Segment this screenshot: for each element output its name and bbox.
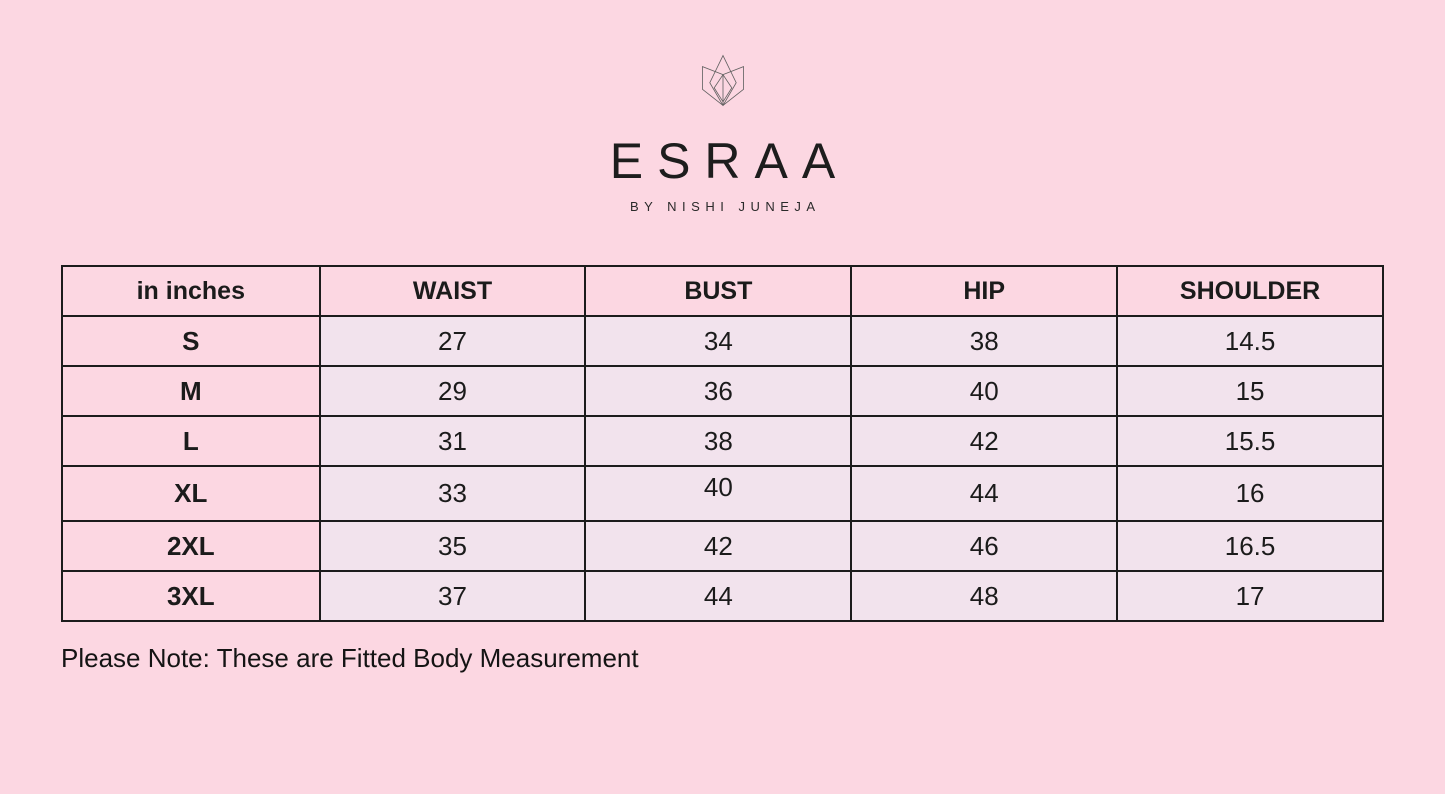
measurement-cell: 31 [318, 415, 587, 467]
measurement-cell: 38 [850, 315, 1119, 367]
measurement-cell: 40 [584, 465, 853, 522]
table-row: XL 33 40 44 16 [61, 465, 1384, 522]
geometric-tulip-icon [701, 54, 744, 107]
table-row: M 29 36 40 15 [61, 365, 1384, 417]
table-row: L 31 38 42 15.5 [61, 415, 1384, 467]
size-label-cell: L [61, 415, 321, 467]
measurement-cell: 42 [584, 520, 853, 572]
fitted-measurement-note: Please Note: These are Fitted Body Measu… [61, 643, 639, 673]
size-label-cell: 3XL [61, 570, 321, 622]
measurement-cell: 44 [850, 465, 1119, 522]
measurement-cell: 37 [318, 570, 587, 622]
measurement-cell: 33 [318, 465, 587, 522]
measurement-cell: 14.5 [1116, 315, 1384, 367]
measurement-cell: 36 [584, 365, 853, 417]
column-header-bust: BUST [584, 265, 853, 317]
size-chart: in inches WAIST BUST HIP SHOULDER S 27 3… [61, 265, 1384, 622]
measurement-cell: 35 [318, 520, 587, 572]
measurement-cell: 27 [318, 315, 587, 367]
size-label-cell: M [61, 365, 321, 417]
measurement-cell: 48 [850, 570, 1119, 622]
measurement-cell: 16.5 [1116, 520, 1384, 572]
size-label-cell: S [61, 315, 321, 367]
measurement-cell: 29 [318, 365, 587, 417]
measurement-cell: 46 [850, 520, 1119, 572]
unit-header-cell: in inches [61, 265, 321, 317]
measurement-cell: 38 [584, 415, 853, 467]
measurement-cell: 16 [1116, 465, 1384, 522]
measurement-cell: 17 [1116, 570, 1384, 622]
brand-logo-block: ESRAA BY NISHI JUNEJA [0, 40, 1445, 214]
column-header-waist: WAIST [318, 265, 587, 317]
measurement-cell: 34 [584, 315, 853, 367]
column-header-shoulder: SHOULDER [1116, 265, 1384, 317]
size-label-cell: 2XL [61, 520, 321, 572]
table-header-row: in inches WAIST BUST HIP SHOULDER [61, 265, 1384, 317]
measurement-cell: 15 [1116, 365, 1384, 417]
table-row: 3XL 37 44 48 17 [61, 570, 1384, 622]
brand-name: ESRAA [609, 133, 850, 189]
measurement-cell: 15.5 [1116, 415, 1384, 467]
measurement-cell: 40 [850, 365, 1119, 417]
measurement-cell: 44 [584, 570, 853, 622]
size-label-cell: XL [61, 465, 321, 522]
table-row: S 27 34 38 14.5 [61, 315, 1384, 367]
size-chart-table: in inches WAIST BUST HIP SHOULDER S 27 3… [61, 265, 1384, 622]
measurement-cell: 42 [850, 415, 1119, 467]
column-header-hip: HIP [850, 265, 1119, 317]
brand-tagline: BY NISHI JUNEJA [629, 199, 821, 214]
table-row: 2XL 35 42 46 16.5 [61, 520, 1384, 572]
